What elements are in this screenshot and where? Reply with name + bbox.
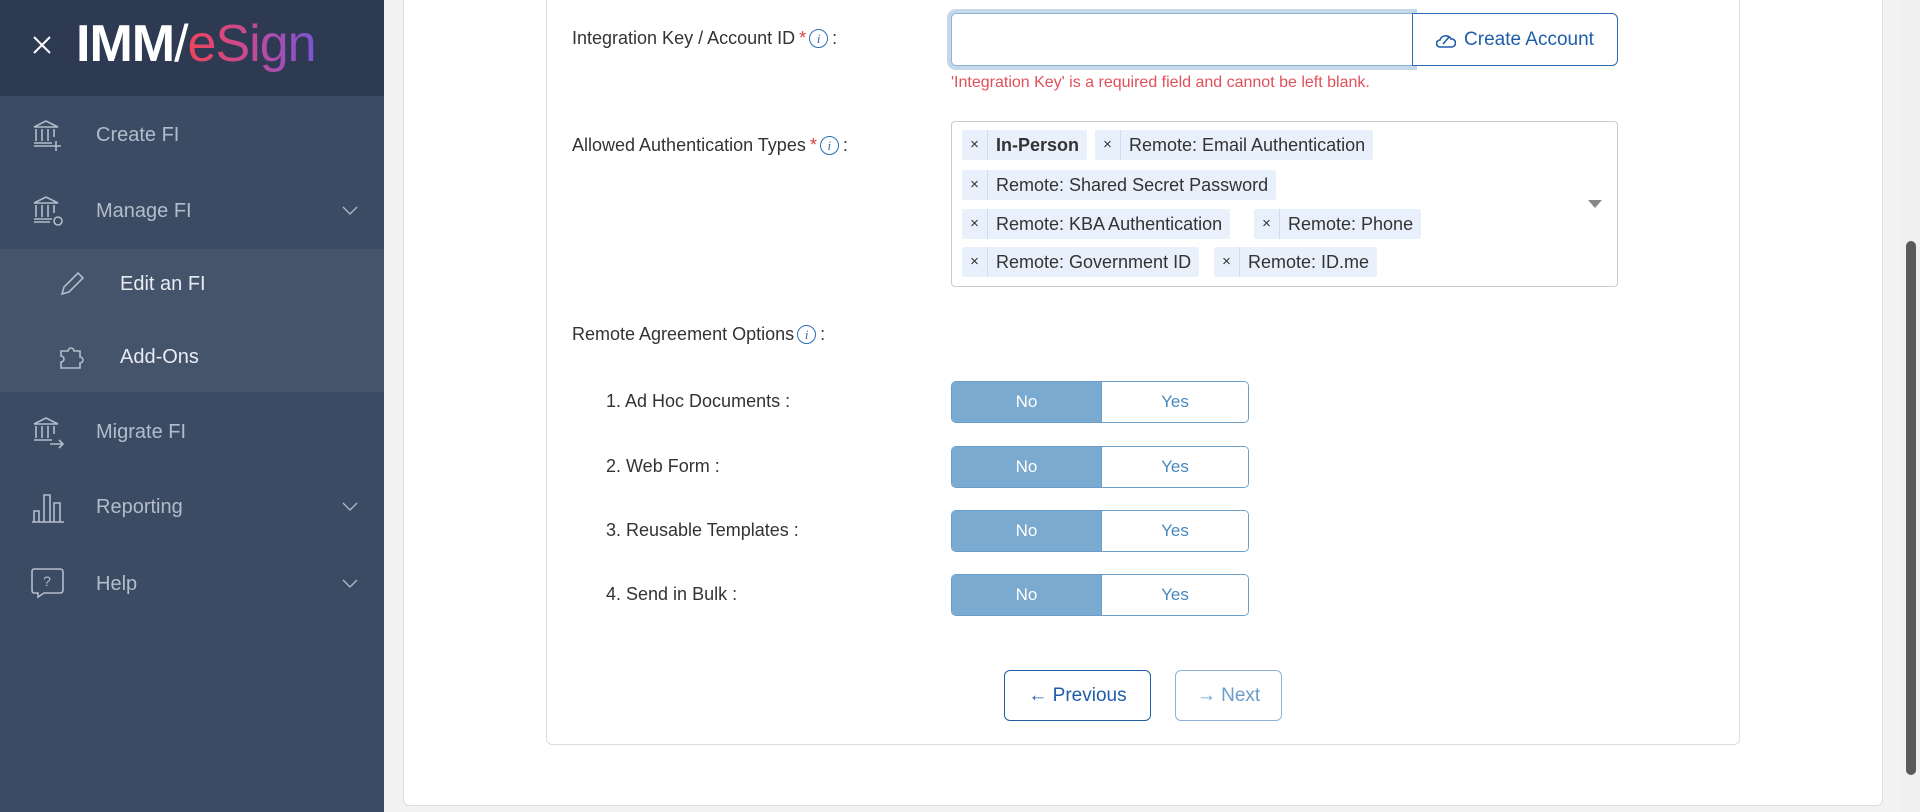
- label-text: Allowed Authentication Types: [572, 135, 806, 155]
- auth-types-label: Allowed Authentication Types * i:: [572, 135, 848, 156]
- label-text: Integration Key / Account ID: [572, 28, 796, 48]
- tag-label: Remote: Email Authentication: [1129, 134, 1366, 155]
- auth-tag: × Remote: Email Authentication: [1095, 130, 1374, 160]
- sidebar-item-label: Edit an FI: [120, 272, 206, 295]
- auth-tag: × Remote: KBA Authentication: [962, 209, 1231, 239]
- form-panel: [546, 0, 1740, 745]
- sidebar-item-label: Manage FI: [96, 199, 192, 222]
- info-icon[interactable]: i: [797, 325, 817, 344]
- auth-tag: × Remote: ID.me: [1214, 247, 1378, 277]
- sidebar-item-label: Migrate FI: [96, 420, 187, 443]
- sidebar-item-edit-an-fi[interactable]: Edit an FI: [0, 249, 384, 319]
- ad-hoc-toggle: No Yes: [951, 381, 1249, 423]
- send-in-bulk-toggle: No Yes: [951, 574, 1249, 616]
- colon: :: [832, 28, 838, 48]
- colon: :: [820, 324, 826, 344]
- remove-tag-icon[interactable]: ×: [962, 247, 988, 277]
- previous-button[interactable]: ← Previous: [1004, 670, 1151, 721]
- sidebar-item-add-ons[interactable]: Add-Ons: [0, 322, 384, 392]
- remove-tag-icon[interactable]: ×: [1095, 130, 1121, 160]
- yes-option[interactable]: Yes: [1101, 382, 1248, 422]
- info-icon[interactable]: i: [809, 29, 829, 48]
- info-icon[interactable]: i: [819, 136, 839, 155]
- sidebar-item-label: Add-Ons: [120, 345, 199, 368]
- integration-key-input[interactable]: [951, 13, 1413, 66]
- web-form-toggle: No Yes: [951, 446, 1249, 488]
- sidebar-item-label: Help: [96, 572, 138, 595]
- cloud-edit-icon: [1436, 34, 1457, 48]
- manage-fi-submenu: Edit an FI Add-Ons: [0, 249, 384, 392]
- option-label: 2. Web Form :: [606, 456, 720, 476]
- bank-gear-icon: [33, 196, 63, 226]
- chevron-down-icon: [342, 502, 358, 511]
- help-bubble-icon: ?: [31, 568, 64, 599]
- bank-plus-icon: [33, 120, 61, 151]
- no-option[interactable]: No: [952, 447, 1101, 487]
- tag-label: Remote: Shared Secret Password: [996, 174, 1269, 195]
- remove-tag-icon[interactable]: ×: [1254, 209, 1280, 239]
- option-label: 1. Ad Hoc Documents :: [606, 391, 791, 411]
- chevron-down-icon: [342, 579, 358, 588]
- sidebar-item-label: Create FI: [96, 123, 180, 146]
- pencil-icon: [60, 271, 85, 296]
- yes-option[interactable]: Yes: [1101, 511, 1248, 551]
- auth-tag: × Remote: Government ID: [962, 247, 1200, 277]
- sidebar-header: IMM/eSign: [0, 0, 384, 96]
- tag-label: In-Person: [996, 134, 1080, 155]
- tag-label: Remote: ID.me: [1248, 251, 1370, 272]
- sidebar: IMM/eSign Create FI Manage FI Edit an FI…: [0, 0, 384, 812]
- required-marker: *: [799, 28, 807, 48]
- close-icon[interactable]: [30, 33, 54, 57]
- remove-tag-icon[interactable]: ×: [1214, 247, 1240, 277]
- sidebar-item-manage-fi[interactable]: Manage FI: [0, 176, 384, 246]
- sidebar-item-label: Reporting: [96, 495, 183, 518]
- integration-key-label: Integration Key / Account ID * i:: [572, 28, 837, 49]
- bar-chart-icon: [32, 494, 64, 523]
- tag-label: Remote: Government ID: [996, 251, 1192, 272]
- remote-options-label: Remote Agreement Options i:: [572, 324, 825, 345]
- option-label: 3. Reusable Templates :: [606, 520, 799, 540]
- auth-tag: × In-Person: [962, 130, 1088, 160]
- tag-label: Remote: Phone: [1288, 213, 1414, 234]
- bank-arrow-icon: [33, 417, 65, 449]
- option-label: 4. Send in Bulk :: [606, 584, 738, 604]
- sidebar-item-reporting[interactable]: Reporting: [0, 472, 384, 542]
- sidebar-item-migrate-fi[interactable]: Migrate FI: [0, 397, 384, 467]
- auth-tag: × Remote: Phone: [1254, 209, 1422, 239]
- sidebar-item-help[interactable]: ? Help: [0, 549, 384, 619]
- no-option[interactable]: No: [952, 575, 1101, 615]
- yes-option[interactable]: Yes: [1101, 575, 1248, 615]
- yes-option[interactable]: Yes: [1101, 447, 1248, 487]
- button-label: Create Account: [1464, 28, 1594, 50]
- no-option[interactable]: No: [952, 511, 1101, 551]
- next-button[interactable]: → Next: [1175, 670, 1282, 721]
- logo: IMM/eSign: [76, 15, 317, 73]
- sidebar-item-create-fi[interactable]: Create FI: [0, 100, 384, 170]
- chevron-down-icon: [342, 206, 358, 215]
- remove-tag-icon[interactable]: ×: [962, 130, 988, 160]
- integration-key-error: 'Integration Key' is a required field an…: [951, 74, 1370, 91]
- svg-text:?: ?: [43, 573, 51, 589]
- auth-types-multiselect[interactable]: [951, 121, 1618, 287]
- label-text: Remote Agreement Options: [572, 324, 795, 344]
- tag-label: Remote: KBA Authentication: [996, 213, 1223, 234]
- dropdown-caret-icon[interactable]: [1588, 200, 1602, 208]
- reusable-templates-toggle: No Yes: [951, 510, 1249, 552]
- scrollbar-thumb[interactable]: [1906, 241, 1916, 775]
- required-marker: *: [809, 135, 817, 155]
- no-option[interactable]: No: [952, 382, 1101, 422]
- create-account-button[interactable]: Create Account: [1412, 13, 1618, 66]
- auth-tag: × Remote: Shared Secret Password: [962, 170, 1277, 200]
- puzzle-icon: [60, 347, 84, 369]
- remove-tag-icon[interactable]: ×: [962, 170, 988, 200]
- colon: :: [842, 135, 848, 155]
- remove-tag-icon[interactable]: ×: [962, 209, 988, 239]
